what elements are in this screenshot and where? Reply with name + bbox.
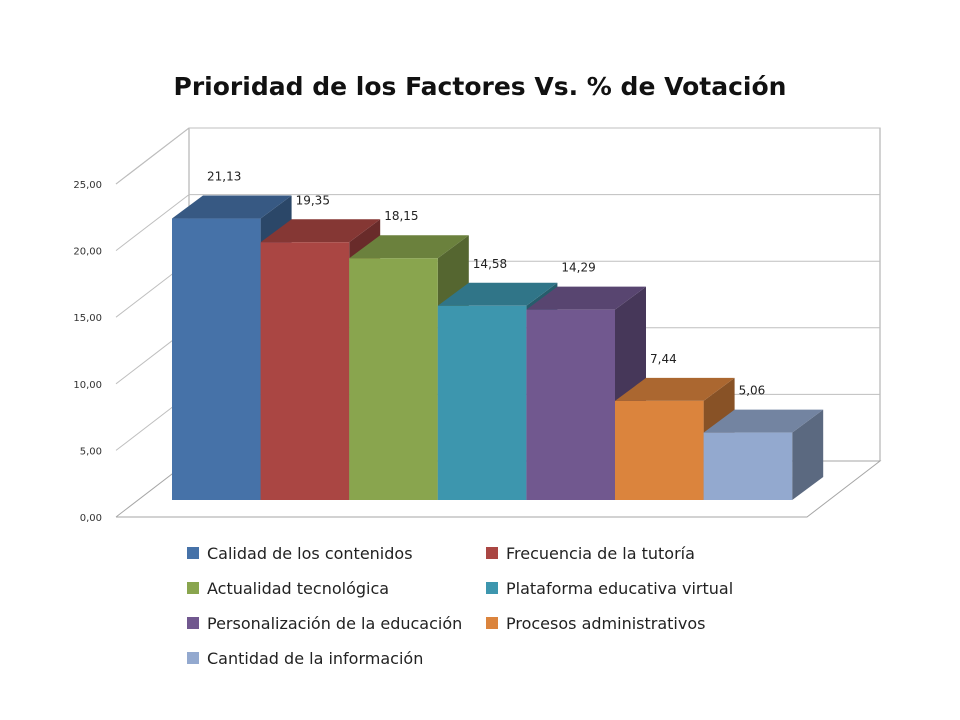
- data-label: 18,15: [384, 209, 418, 223]
- legend-item: Actualidad tecnológica: [187, 575, 486, 601]
- legend-label: Cantidad de la información: [207, 648, 424, 668]
- legend-label: Plataforma educativa virtual: [506, 578, 734, 598]
- y-tick-label: 10,00: [73, 380, 102, 391]
- legend-item: Procesos administrativos: [486, 610, 816, 636]
- bar-top: [260, 219, 381, 243]
- y-axis: 0,00 5,00 10,00 15,00 20,00 25,00: [73, 180, 102, 524]
- legend-item: Frecuencia de la tutoría: [486, 540, 816, 566]
- data-label: 5,06: [739, 384, 766, 398]
- bar-top: [615, 377, 735, 401]
- floor-outline: [115, 460, 882, 518]
- gridline: [115, 194, 880, 251]
- data-label: 14,29: [561, 261, 595, 275]
- y-tick-label: 0,00: [80, 513, 102, 524]
- data-label: 7,44: [650, 352, 677, 366]
- y-tick-label: 25,00: [73, 180, 102, 191]
- bar-top: [703, 409, 824, 433]
- y-tick-label: 20,00: [73, 247, 102, 258]
- data-label: 19,35: [296, 193, 330, 207]
- bar-front: [703, 432, 793, 500]
- legend-swatch: [187, 582, 199, 594]
- legend-label: Calidad de los contenidos: [207, 543, 413, 563]
- legend-swatch: [486, 547, 498, 559]
- bar-front: [437, 305, 527, 500]
- legend-label: Personalización de la educación: [207, 613, 463, 633]
- legend-swatch: [486, 582, 498, 594]
- bar-top: [349, 235, 469, 259]
- legend-label: Procesos administrativos: [506, 613, 706, 633]
- y-tick-label: 5,00: [80, 446, 102, 457]
- legend-item: Cantidad de la información: [187, 645, 486, 671]
- bar-side: [792, 409, 824, 500]
- legend-swatch: [486, 617, 498, 629]
- y-tick-label: 15,00: [73, 313, 102, 324]
- bar-top: [437, 282, 558, 306]
- legend-label: Frecuencia de la tutoría: [506, 543, 695, 563]
- gridline: [115, 127, 880, 185]
- legend-item: Personalización de la educación: [187, 610, 486, 636]
- chart-title: Prioridad de los Factores Vs. % de Votac…: [173, 72, 787, 101]
- bars: [172, 195, 824, 500]
- legend-item: Calidad de los contenidos: [187, 540, 486, 566]
- bar-front: [615, 400, 704, 500]
- data-labels: 21,13 19,35 18,15 14,58 14,29 7,44 5,06: [207, 170, 765, 398]
- bar-top: [526, 286, 646, 310]
- legend-swatch: [187, 652, 199, 664]
- legend-label: Actualidad tecnológica: [207, 578, 390, 598]
- bar-front: [349, 258, 438, 500]
- legend-item: Plataforma educativa virtual: [486, 575, 816, 601]
- bar-top: [172, 195, 292, 219]
- bar-front: [172, 218, 261, 500]
- bar: [703, 409, 824, 500]
- legend: Calidad de los contenidos Frecuencia de l…: [187, 540, 827, 671]
- data-label: 14,58: [473, 257, 507, 271]
- bar-front: [526, 309, 615, 500]
- data-label: 21,13: [207, 170, 241, 184]
- legend-swatch: [187, 547, 199, 559]
- bar-front: [260, 242, 350, 500]
- legend-swatch: [187, 617, 199, 629]
